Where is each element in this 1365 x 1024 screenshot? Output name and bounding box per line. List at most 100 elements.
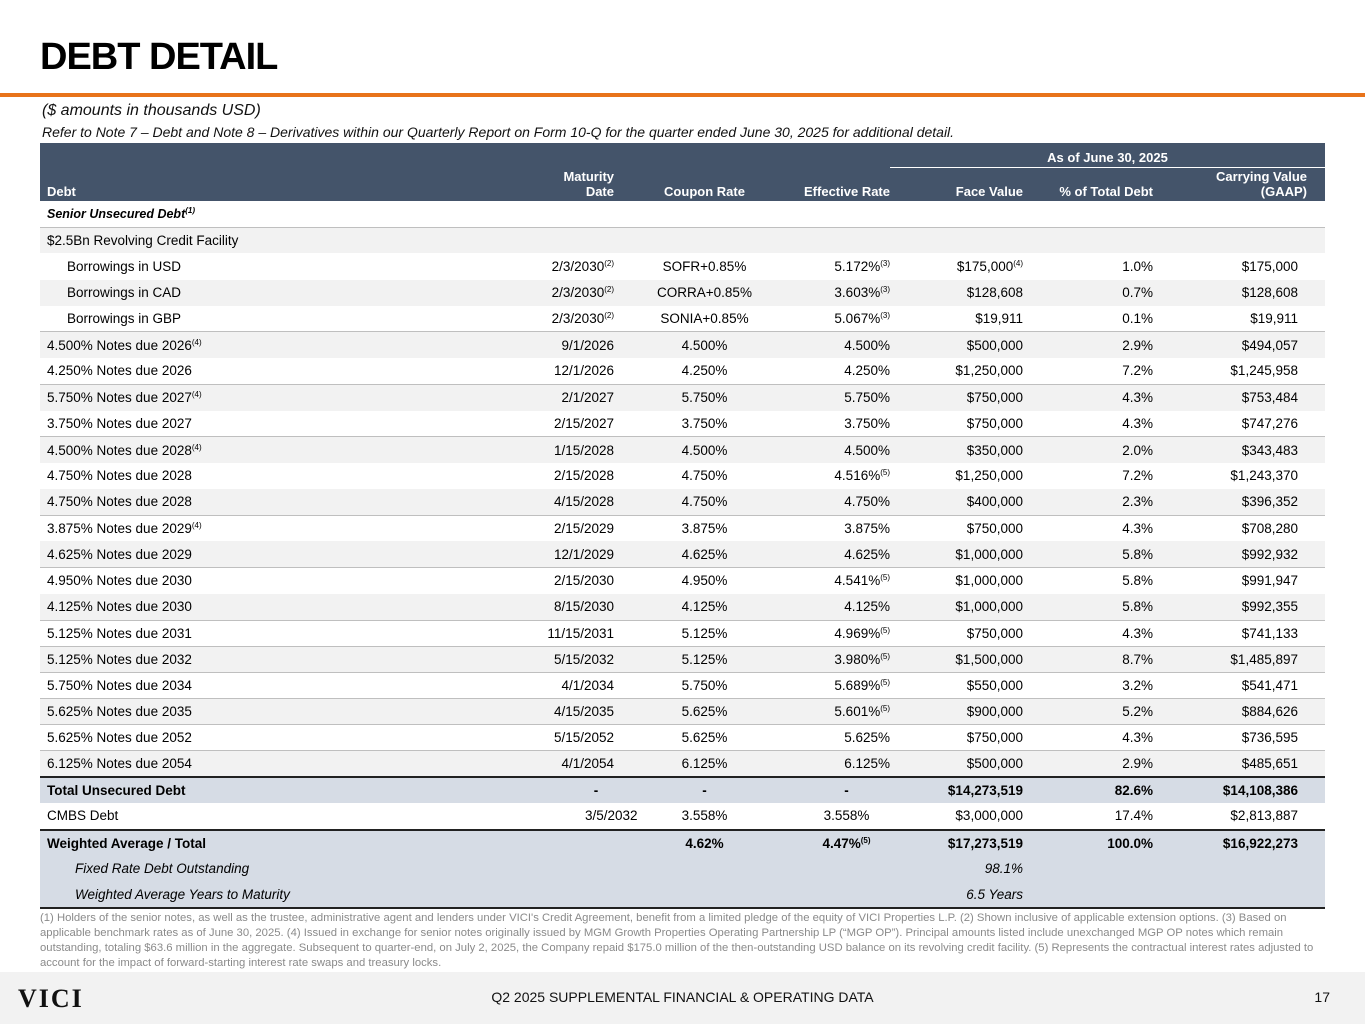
footnotes: (1) Holders of the senior notes, as well…	[40, 912, 1314, 969]
pct-total: 0.1%	[1122, 311, 1153, 327]
effective-rate: 5.172%(3)	[834, 258, 890, 274]
carrying-value: $343,483	[1168, 436, 1325, 463]
face-value: $500,000	[890, 750, 1030, 778]
coupon-rate: CORRA+0.85%	[614, 279, 795, 306]
table-row: 5.750% Notes due 2027(4) 2/1/2027 5.750% 5.…	[40, 383, 1325, 411]
col-pct: % of Total Debt	[1059, 184, 1153, 199]
carrying-value: $992,355	[1168, 593, 1325, 620]
coupon-rate: 4.950%	[614, 567, 795, 594]
coupon-rate: 4.500%	[614, 331, 795, 359]
total-unsecured-row: Total Unsecured Debt - - - $14,273,519 82.6% $…	[40, 776, 1325, 804]
pct-total: 5.8%	[1030, 567, 1168, 594]
years-row: Weighted Average Years to Maturity 6.5 Ye…	[40, 881, 1325, 910]
vici-logo: VICI	[18, 984, 84, 1013]
carrying-value: $541,471	[1168, 671, 1325, 699]
coupon-rate: 5.750%	[614, 671, 795, 699]
carrying-value: $992,932	[1168, 541, 1325, 568]
coupon-rate: SOFR+0.85%	[662, 258, 747, 274]
as-of-header: As of June 30, 2025	[890, 143, 1325, 168]
table-row: 4.500% Notes due 2028(4) 1/15/2028 4.500% 4…	[40, 436, 1325, 463]
debt-name: 3.750% Notes due 2027	[47, 415, 192, 431]
face-value: $1,000,000	[890, 593, 1030, 620]
facility-label: $2.5Bn Revolving Credit Facility	[40, 226, 1325, 254]
col-coupon: Coupon Rate	[664, 184, 745, 199]
maturity-date: 4/1/2034	[525, 671, 614, 699]
table-row: 4.625% Notes due 2029 12/1/2029 4.625% 4.62…	[40, 541, 1325, 568]
debt-name: 4.125% Notes due 2030	[40, 593, 525, 620]
debt-name: 5.625% Notes due 2035	[40, 698, 525, 725]
reference-note: Refer to Note 7 – Debt and Note 8 – Deri…	[42, 124, 955, 140]
table-row: 5.125% Notes due 2031 11/15/2031 5.125% 4.9…	[40, 619, 1325, 647]
carrying-value: $884,626	[1168, 698, 1325, 725]
face-value: $900,000	[890, 698, 1030, 725]
maturity-date: 5/15/2052	[525, 724, 614, 751]
pct-total: 2.3%	[1030, 489, 1168, 516]
maturity-date: 9/1/2026	[525, 331, 614, 359]
row-label: Total Unsecured Debt	[40, 776, 525, 804]
pct-total: 1.0%	[1122, 258, 1153, 274]
coupon-rate: -	[614, 776, 795, 804]
table-row: 4.750% Notes due 2028 4/15/2028 4.750% 4.75…	[40, 489, 1325, 516]
coupon-rate: 4.750%	[614, 489, 795, 516]
carrying-value: $741,133	[1168, 619, 1325, 647]
table-row: 5.625% Notes due 2035 4/15/2035 5.625% 5.60…	[40, 698, 1325, 725]
effective-rate: 4.969%(5)	[795, 619, 890, 647]
face-value: $19,911	[975, 311, 1023, 327]
table-row: Borrowings in GBP 2/3/2030(2) SONIA+0.85% 5…	[40, 306, 1325, 332]
maturity-date: 11/15/2031	[525, 619, 614, 647]
effective-rate: 3.980%(5)	[795, 645, 890, 673]
carrying-value: $708,280	[1168, 514, 1325, 542]
face-value: $1,000,000	[890, 567, 1030, 594]
carrying-value: $485,651	[1168, 750, 1325, 778]
table-row: 5.750% Notes due 2034 4/1/2034 5.750% 5.689…	[40, 671, 1325, 699]
coupon-rate: 4.125%	[614, 593, 795, 620]
carrying-value: $753,484	[1168, 383, 1325, 411]
maturity-date: 5/15/2032	[525, 645, 614, 673]
face-value: $14,273,519	[890, 776, 1030, 804]
years-value: 6.5 Years	[890, 881, 1030, 910]
carrying-value: $494,057	[1168, 331, 1325, 359]
face-value: $750,000	[890, 514, 1030, 542]
pct-total: 17.4%	[1114, 808, 1153, 824]
face-value: $3,000,000	[955, 808, 1023, 824]
table-row: 3.750% Notes due 2027 2/15/2027 3.750% 3.75…	[40, 411, 1325, 437]
effective-rate: 4.125%	[795, 593, 890, 620]
debt-name: Borrowings in USD	[67, 258, 182, 274]
carrying-value: $128,608	[1168, 279, 1325, 306]
debt-name: 5.750% Notes due 2027(4)	[40, 383, 525, 411]
effective-rate: 5.067%(3)	[834, 311, 890, 327]
col-face: Face Value	[955, 184, 1023, 199]
coupon-rate: 5.750%	[614, 383, 795, 411]
carrying-value: $396,352	[1168, 489, 1325, 516]
subtitle: ($ amounts in thousands USD)	[42, 102, 261, 119]
coupon-rate: 4.500%	[614, 436, 795, 463]
face-value: $175,000(4)	[956, 258, 1023, 274]
coupon-rate: 5.625%	[614, 724, 795, 751]
debt-name: 5.125% Notes due 2032	[40, 645, 525, 673]
pct-total: 2.0%	[1030, 436, 1168, 463]
page-number: 17	[1314, 989, 1330, 1005]
table-row: 3.875% Notes due 2029(4) 2/15/2029 3.875% 3…	[40, 514, 1325, 542]
maturity-date: 4/15/2028	[525, 489, 614, 516]
coupon-rate: 4.625%	[614, 541, 795, 568]
coupon-rate: 4.750%	[681, 468, 728, 484]
row-label: Weighted Average / Total	[40, 828, 525, 856]
maturity-date: 2/15/2030	[525, 567, 614, 594]
face-value: $750,000	[890, 619, 1030, 647]
coupon-rate: 6.125%	[614, 750, 795, 778]
maturity-date: 12/1/2026	[553, 363, 614, 379]
effective-rate: 3.558%	[823, 808, 870, 824]
carrying-value: $736,595	[1168, 724, 1325, 751]
pct-total: 5.8%	[1030, 593, 1168, 620]
debt-name: 4.625% Notes due 2029	[40, 541, 525, 568]
face-value: $750,000	[966, 415, 1023, 431]
carrying-value: $747,276	[1241, 415, 1298, 431]
face-value: $750,000	[890, 383, 1030, 411]
carrying-value: $175,000	[1241, 258, 1298, 274]
pct-total: 2.9%	[1030, 331, 1168, 359]
coupon-rate: 5.125%	[614, 645, 795, 673]
face-value: $500,000	[890, 331, 1030, 359]
effective-rate: 4.516%(5)	[834, 468, 890, 484]
effective-rate: 6.125%	[795, 750, 890, 778]
pct-total: 4.3%	[1030, 724, 1168, 751]
